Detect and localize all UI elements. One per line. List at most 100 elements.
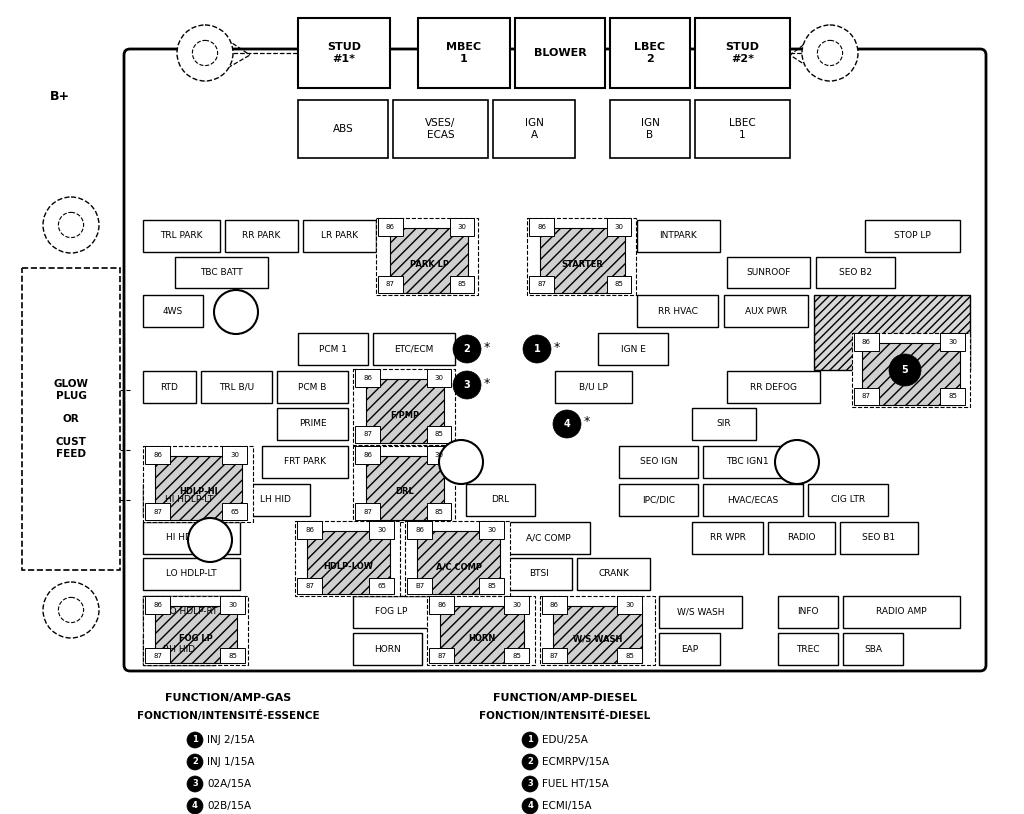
Text: W/S WASH: W/S WASH bbox=[677, 607, 724, 616]
Text: 86: 86 bbox=[362, 375, 372, 381]
Bar bbox=[493, 100, 575, 158]
FancyBboxPatch shape bbox=[124, 49, 986, 671]
Bar bbox=[145, 446, 170, 464]
Text: 30: 30 bbox=[512, 602, 521, 608]
Bar bbox=[143, 522, 240, 554]
Bar bbox=[307, 531, 390, 594]
Bar bbox=[353, 596, 430, 628]
Bar bbox=[143, 484, 234, 516]
Bar bbox=[527, 218, 636, 295]
Text: 86: 86 bbox=[862, 339, 871, 345]
Text: 85: 85 bbox=[228, 653, 237, 659]
Text: 85: 85 bbox=[434, 431, 443, 437]
Text: 85: 85 bbox=[458, 282, 467, 287]
Circle shape bbox=[775, 440, 819, 484]
Bar bbox=[222, 446, 247, 464]
Bar bbox=[393, 100, 488, 158]
Bar bbox=[220, 648, 245, 663]
Circle shape bbox=[522, 776, 538, 792]
Text: 30: 30 bbox=[434, 452, 443, 458]
Text: 65: 65 bbox=[230, 509, 239, 514]
Bar bbox=[529, 276, 554, 293]
Text: HVAC/ECAS: HVAC/ECAS bbox=[727, 496, 778, 505]
Bar bbox=[427, 446, 451, 464]
Bar bbox=[145, 503, 170, 520]
Text: LBEC
2: LBEC 2 bbox=[635, 42, 666, 63]
Bar bbox=[143, 596, 248, 665]
Text: 87: 87 bbox=[362, 509, 372, 514]
Bar bbox=[406, 521, 510, 596]
Text: STARTER: STARTER bbox=[561, 260, 603, 269]
Bar bbox=[297, 578, 322, 594]
Bar bbox=[225, 220, 298, 252]
Bar bbox=[369, 521, 394, 539]
Text: PCM 1: PCM 1 bbox=[319, 344, 347, 353]
Text: 85: 85 bbox=[614, 282, 624, 287]
Text: B+: B+ bbox=[50, 90, 70, 103]
Text: 87: 87 bbox=[537, 282, 546, 287]
Bar bbox=[155, 456, 242, 520]
Bar bbox=[429, 596, 454, 614]
Bar bbox=[768, 522, 835, 554]
Text: 4WS: 4WS bbox=[163, 307, 183, 316]
Text: INJ 2/15A: INJ 2/15A bbox=[207, 735, 255, 745]
Text: HI HDLP-LT: HI HDLP-LT bbox=[165, 496, 213, 505]
Bar bbox=[940, 388, 965, 405]
Bar bbox=[862, 343, 961, 405]
Bar bbox=[542, 648, 567, 663]
Text: PCM B: PCM B bbox=[298, 383, 327, 392]
Text: 85: 85 bbox=[625, 653, 634, 659]
Text: 86: 86 bbox=[415, 527, 424, 533]
Circle shape bbox=[523, 335, 551, 363]
Bar bbox=[504, 648, 529, 663]
Text: *: * bbox=[484, 377, 490, 390]
Text: 30: 30 bbox=[228, 602, 237, 608]
Bar bbox=[22, 268, 120, 570]
Bar bbox=[378, 276, 403, 293]
Bar bbox=[637, 295, 718, 327]
Text: SBA: SBA bbox=[864, 645, 882, 654]
Bar bbox=[692, 408, 756, 440]
Bar bbox=[143, 446, 253, 522]
Bar bbox=[727, 371, 820, 403]
Text: FONCTION/INTENSITÉ-ESSENCE: FONCTION/INTENSITÉ-ESSENCE bbox=[136, 711, 319, 721]
Text: FUNCTION/AMP-GAS: FUNCTION/AMP-GAS bbox=[165, 693, 291, 703]
Bar bbox=[143, 220, 220, 252]
Text: F/PMP: F/PMP bbox=[390, 410, 420, 419]
Bar bbox=[479, 521, 504, 539]
Text: 4: 4 bbox=[193, 802, 198, 811]
Text: VSES/
ECAS: VSES/ ECAS bbox=[425, 118, 456, 140]
Text: 30: 30 bbox=[614, 224, 624, 230]
Bar bbox=[598, 333, 668, 365]
Bar bbox=[695, 100, 790, 158]
Bar bbox=[143, 371, 196, 403]
Text: ETC/ECM: ETC/ECM bbox=[394, 344, 434, 353]
Text: 86: 86 bbox=[437, 602, 446, 608]
Bar bbox=[617, 596, 642, 614]
Circle shape bbox=[522, 732, 538, 748]
Text: BLOWER: BLOWER bbox=[534, 48, 587, 58]
Text: 87: 87 bbox=[153, 509, 162, 514]
Bar bbox=[695, 18, 790, 88]
Bar bbox=[607, 218, 631, 236]
Bar bbox=[369, 578, 394, 594]
Text: 87: 87 bbox=[305, 583, 314, 589]
Text: INJ 1/15A: INJ 1/15A bbox=[207, 757, 255, 767]
Text: SEO B2: SEO B2 bbox=[839, 268, 872, 277]
Bar bbox=[303, 220, 376, 252]
Text: 87: 87 bbox=[862, 393, 871, 400]
Bar bbox=[542, 596, 567, 614]
Bar bbox=[145, 648, 170, 663]
Bar bbox=[298, 18, 390, 88]
Text: EAP: EAP bbox=[681, 645, 698, 654]
Text: STOP LP: STOP LP bbox=[894, 231, 931, 240]
Bar bbox=[353, 633, 422, 665]
Text: PRIME: PRIME bbox=[299, 419, 327, 428]
Text: B7: B7 bbox=[415, 583, 424, 589]
Bar bbox=[427, 426, 451, 443]
Bar bbox=[515, 18, 605, 88]
Text: IGN
A: IGN A bbox=[524, 118, 544, 140]
Text: TREC: TREC bbox=[797, 645, 820, 654]
Bar bbox=[854, 388, 879, 405]
Text: LBEC
1: LBEC 1 bbox=[729, 118, 756, 140]
